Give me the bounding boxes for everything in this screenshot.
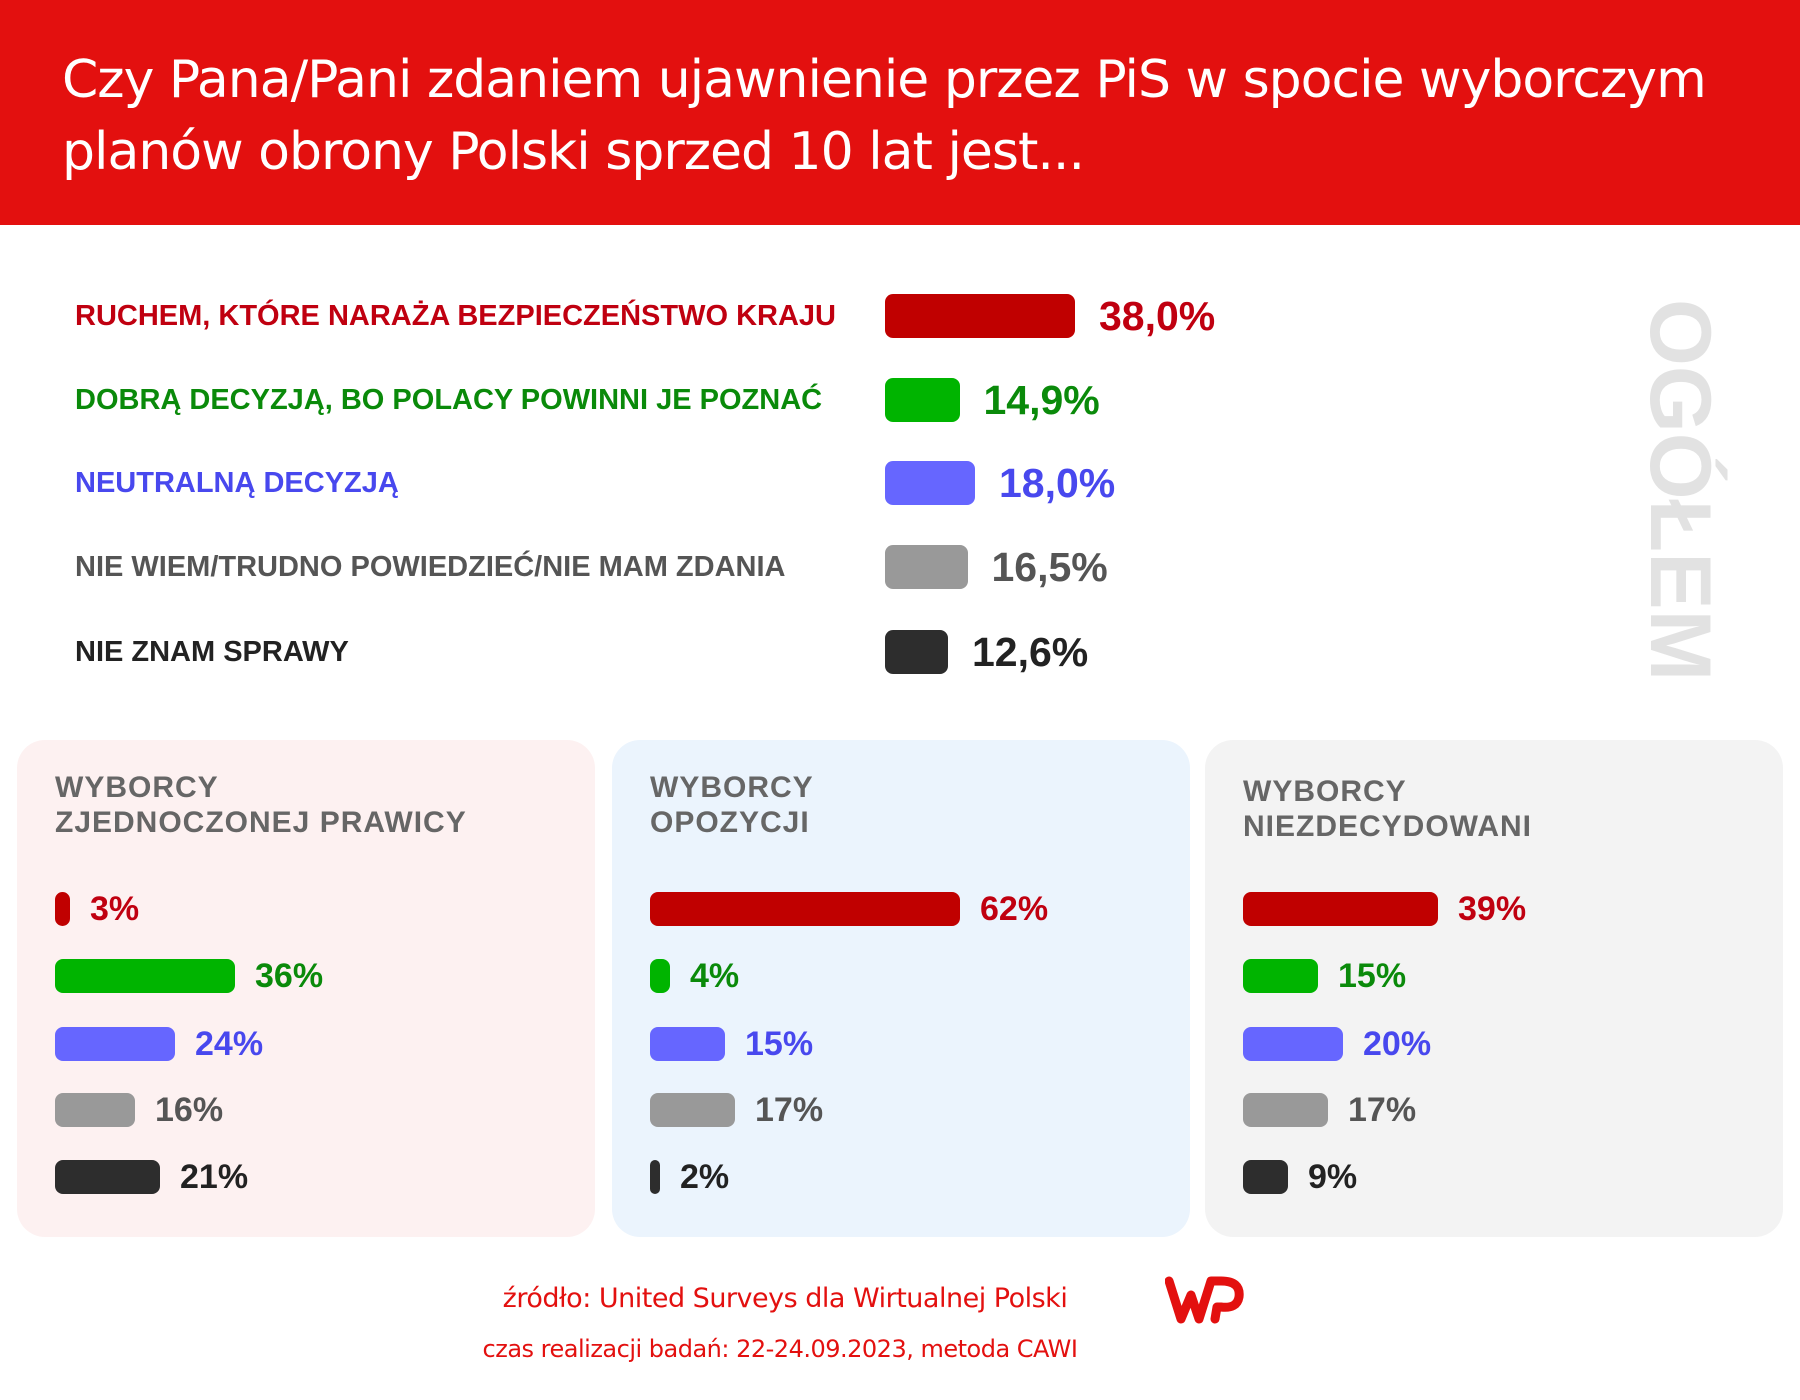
panel-3: WYBORCY NIEZDECYDOWANI 39% 15% 20% 17% 9% bbox=[1205, 740, 1783, 1237]
value-label: 20% bbox=[1363, 1025, 1432, 1063]
bar bbox=[885, 378, 960, 422]
bar bbox=[1243, 1160, 1288, 1194]
bar bbox=[55, 1027, 175, 1061]
overall-row: DOBRĄ DECYZJĄ, BO POLACY POWINNI JE POZN… bbox=[0, 378, 1400, 422]
category-label: RUCHEM, KTÓRE NARAŻA BEZPIECZEŃSTWO KRAJ… bbox=[75, 300, 836, 332]
panel-row: 20% bbox=[1243, 1027, 1763, 1061]
value-label: 15% bbox=[745, 1025, 814, 1063]
header: Czy Pana/Pani zdaniem ujawnienie przez P… bbox=[0, 0, 1800, 225]
value-label: 2% bbox=[680, 1158, 730, 1196]
value-label: 36% bbox=[255, 957, 324, 995]
value-label: 3% bbox=[90, 890, 140, 928]
value-label: 62% bbox=[980, 890, 1049, 928]
bar bbox=[55, 959, 235, 993]
panel-row: 36% bbox=[55, 959, 575, 993]
panel-title-line: WYBORCY bbox=[650, 771, 814, 804]
panel-title-line: ZJEDNOCZONEJ PRAWICY bbox=[55, 806, 467, 839]
panel-row: 39% bbox=[1243, 892, 1763, 926]
panel-title-line: WYBORCY bbox=[55, 771, 219, 804]
panel-title-line: OPOZYCJI bbox=[650, 806, 810, 839]
panel-row: 16% bbox=[55, 1093, 575, 1127]
value-label: 18,0% bbox=[999, 460, 1116, 506]
panel-title: WYBORCY OPOZYCJI bbox=[650, 770, 814, 840]
overall-side-label: OGÓŁEM bbox=[1632, 298, 1728, 682]
panel-row: 17% bbox=[650, 1093, 1170, 1127]
bar bbox=[55, 1093, 135, 1127]
panel-title: WYBORCY NIEZDECYDOWANI bbox=[1243, 774, 1532, 844]
value-label: 9% bbox=[1308, 1158, 1358, 1196]
overall-row: NIE WIEM/TRUDNO POWIEDZIEĆ/NIE MAM ZDANI… bbox=[0, 545, 1400, 589]
panel-1: WYBORCY ZJEDNOCZONEJ PRAWICY 3% 36% 24% 16% 21… bbox=[17, 740, 595, 1237]
value-label: 16% bbox=[155, 1091, 224, 1129]
chart-title: Czy Pana/Pani zdaniem ujawnienie przez P… bbox=[62, 50, 1707, 182]
value-label: 38,0% bbox=[1099, 293, 1216, 339]
panel-row: 15% bbox=[1243, 959, 1763, 993]
overall-row: NEUTRALNĄ DECYZJĄ 18,0% bbox=[0, 461, 1400, 505]
wp-logo-icon bbox=[1165, 1276, 1244, 1324]
panel-title-line: WYBORCY bbox=[1243, 775, 1407, 808]
value-label: 17% bbox=[755, 1091, 824, 1129]
source-text: źródło: United Surveys dla Wirtualnej Po… bbox=[502, 1283, 1068, 1314]
bar bbox=[55, 892, 70, 926]
bar bbox=[55, 1160, 160, 1194]
panel-title-line: NIEZDECYDOWANI bbox=[1243, 810, 1533, 843]
bar bbox=[1243, 1093, 1328, 1127]
panel-row: 4% bbox=[650, 959, 1170, 993]
category-label: NEUTRALNĄ DECYZJĄ bbox=[75, 467, 399, 499]
bar bbox=[650, 1160, 660, 1194]
bar bbox=[650, 1027, 725, 1061]
bar bbox=[1243, 1027, 1343, 1061]
overall-row: RUCHEM, KTÓRE NARAŻA BEZPIECZEŃSTWO KRAJ… bbox=[0, 294, 1400, 338]
panel-row: 9% bbox=[1243, 1160, 1763, 1194]
panel-title: WYBORCY ZJEDNOCZONEJ PRAWICY bbox=[55, 770, 467, 840]
bar bbox=[650, 892, 960, 926]
category-label: DOBRĄ DECYZJĄ, BO POLACY POWINNI JE POZN… bbox=[75, 384, 823, 416]
panel-2: WYBORCY OPOZYCJI 62% 4% 15% 17% 2% bbox=[612, 740, 1190, 1237]
bar bbox=[885, 461, 975, 505]
bar bbox=[1243, 892, 1438, 926]
value-label: 16,5% bbox=[991, 544, 1108, 590]
panel-row: 21% bbox=[55, 1160, 575, 1194]
bar bbox=[885, 630, 948, 674]
panel-row: 3% bbox=[55, 892, 575, 926]
value-label: 39% bbox=[1458, 890, 1527, 928]
bar bbox=[650, 959, 670, 993]
bar bbox=[885, 294, 1075, 338]
bar bbox=[650, 1093, 735, 1127]
category-label: NIE ZNAM SPRAWY bbox=[75, 636, 349, 668]
panel-row: 24% bbox=[55, 1027, 575, 1061]
value-label: 15% bbox=[1338, 957, 1407, 995]
category-label: NIE WIEM/TRUDNO POWIEDZIEĆ/NIE MAM ZDANI… bbox=[75, 551, 786, 583]
panel-row: 15% bbox=[650, 1027, 1170, 1061]
value-label: 21% bbox=[180, 1158, 249, 1196]
bar bbox=[1243, 959, 1318, 993]
panel-row: 17% bbox=[1243, 1093, 1763, 1127]
value-label: 12,6% bbox=[972, 629, 1089, 675]
value-label: 4% bbox=[690, 957, 740, 995]
value-label: 14,9% bbox=[983, 377, 1100, 423]
panel-row: 2% bbox=[650, 1160, 1170, 1194]
value-label: 24% bbox=[195, 1025, 264, 1063]
survey-time-text: czas realizacji badań: 22-24.09.2023, me… bbox=[482, 1335, 1078, 1363]
bar bbox=[885, 545, 968, 589]
panel-row: 62% bbox=[650, 892, 1170, 926]
value-label: 17% bbox=[1348, 1091, 1417, 1129]
overall-row: NIE ZNAM SPRAWY 12,6% bbox=[0, 630, 1400, 674]
